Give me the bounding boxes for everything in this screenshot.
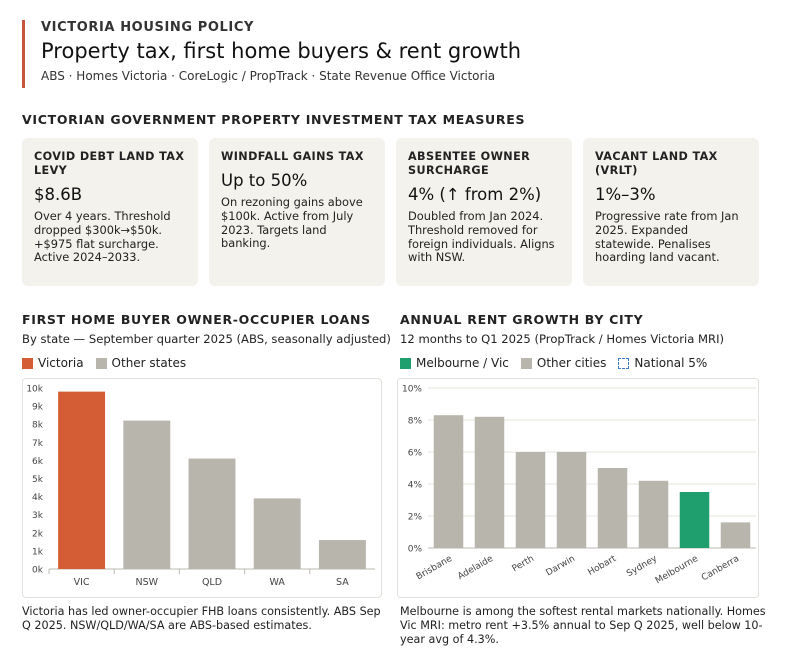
fhb-chart-title: FIRST HOME BUYER OWNER-OCCUPIER LOANS bbox=[22, 312, 371, 327]
page-header: VICTORIA HOUSING POLICY Property tax, fi… bbox=[22, 20, 722, 88]
y-tick-label: 6k bbox=[32, 457, 44, 467]
y-tick-label: 10k bbox=[26, 385, 43, 395]
legend-item-melbourne: Melbourne / Vic bbox=[400, 356, 509, 370]
measure-card-name: VACANT LAND TAX (VRLT) bbox=[595, 150, 718, 177]
bar-adelaide bbox=[474, 416, 505, 548]
legend-label: Other cities bbox=[536, 356, 607, 370]
fhb-legend: Victoria Other states bbox=[22, 356, 198, 370]
legend-swatch-victoria bbox=[22, 357, 33, 369]
fhb-chart-note: Victoria has led owner-occupier FHB loan… bbox=[22, 605, 381, 632]
legend-label: National 5% bbox=[634, 356, 708, 370]
y-tick-label: 3k bbox=[32, 511, 44, 521]
bar-hobart bbox=[597, 468, 628, 548]
y-tick-label: 0k bbox=[32, 566, 44, 576]
y-tick-label: 5k bbox=[32, 475, 44, 485]
bar-sa bbox=[318, 540, 366, 569]
y-tick-label: 2% bbox=[408, 513, 423, 523]
legend-item-other-cities: Other cities bbox=[520, 356, 607, 370]
fhb-chart-frame: 0k 1k 2k 3k 4k 5k 6k 7k 8k 9k 10k VIC NSW QLD WA SA bbox=[22, 378, 382, 598]
legend-item-victoria: Victoria bbox=[22, 356, 84, 370]
measure-card: ABSENTEE OWNER SURCHARGE 4% (↑ from 2%) … bbox=[396, 138, 572, 286]
bar-perth bbox=[515, 452, 546, 548]
y-tick-label: 2k bbox=[32, 529, 44, 539]
measure-card: VACANT LAND TAX (VRLT) 1%–3% Progressive… bbox=[583, 138, 759, 286]
page-kicker: VICTORIA HOUSING POLICY bbox=[41, 20, 255, 35]
measure-card-name: ABSENTEE OWNER SURCHARGE bbox=[408, 150, 531, 177]
measure-card-value: $8.6B bbox=[34, 185, 83, 204]
x-tick-label: Hobart bbox=[586, 554, 618, 578]
legend-item-national: National 5% bbox=[618, 356, 707, 370]
measure-card-desc: Over 4 years. Threshold dropped $300k→$5… bbox=[34, 209, 171, 265]
x-tick-label: VIC bbox=[74, 577, 90, 588]
y-tick-label: 8% bbox=[408, 417, 423, 427]
y-tick-label: 0% bbox=[408, 545, 423, 555]
rent-bar-chart: 0% 2% 4% 6% 8% 10% Brisbane Adelaide Perth Darwin… bbox=[402, 385, 756, 587]
x-tick-label: Perth bbox=[511, 554, 536, 574]
legend-label: Melbourne / Vic bbox=[416, 356, 509, 370]
measure-card-value: 4% (↑ from 2%) bbox=[408, 185, 542, 204]
measures-title: VICTORIAN GOVERNMENT PROPERTY INVESTMENT… bbox=[22, 112, 526, 127]
x-tick-label: QLD bbox=[202, 577, 222, 588]
bar-nsw bbox=[123, 420, 171, 569]
x-tick-label: Sydney bbox=[625, 554, 659, 580]
legend-swatch-national bbox=[618, 357, 630, 369]
legend-label: Other states bbox=[111, 356, 187, 370]
measure-card-name: WINDFALL GAINS TAX bbox=[221, 150, 364, 163]
bar-melbourne bbox=[679, 492, 710, 548]
legend-item-other-states: Other states bbox=[95, 356, 187, 370]
rent-chart-subtitle: 12 months to Q1 2025 (PropTrack / Homes … bbox=[400, 332, 725, 346]
legend-swatch-other-states bbox=[95, 357, 107, 369]
y-tick-label: 1k bbox=[32, 547, 44, 557]
bar-wa bbox=[253, 498, 301, 569]
x-tick-label: Adelaide bbox=[456, 554, 495, 582]
y-tick-label: 6% bbox=[408, 449, 423, 459]
x-tick-label: NSW bbox=[136, 577, 159, 588]
y-tick-label: 4% bbox=[408, 481, 423, 491]
x-tick-label: Darwin bbox=[545, 554, 577, 579]
y-tick-label: 10% bbox=[402, 385, 422, 395]
measure-card-name: COVID DEBT LAND TAX LEVY bbox=[34, 150, 185, 177]
rent-chart-frame: 0% 2% 4% 6% 8% 10% Brisbane Adelaide Perth Darwin… bbox=[397, 378, 759, 598]
bar-qld bbox=[188, 458, 236, 569]
bar-darwin bbox=[556, 452, 587, 548]
measure-card-value: 1%–3% bbox=[595, 185, 656, 204]
rent-legend: Melbourne / Vic Other cities National 5% bbox=[400, 356, 719, 370]
rent-chart-note: Melbourne is among the softest rental ma… bbox=[400, 605, 766, 646]
legend-label: Victoria bbox=[38, 356, 84, 370]
y-tick-label: 8k bbox=[32, 421, 44, 431]
y-tick-label: 9k bbox=[32, 403, 44, 413]
y-tick-label: 4k bbox=[32, 493, 44, 503]
bar-vic bbox=[58, 391, 106, 569]
y-tick-label: 7k bbox=[32, 439, 44, 449]
bar-sydney bbox=[638, 480, 669, 548]
fhb-chart-subtitle: By state — September quarter 2025 (ABS, … bbox=[22, 332, 391, 346]
legend-swatch-melbourne bbox=[400, 357, 411, 369]
x-tick-label: WA bbox=[270, 577, 286, 588]
x-tick-label: SA bbox=[336, 577, 349, 588]
bar-brisbane bbox=[433, 415, 464, 548]
measure-card: COVID DEBT LAND TAX LEVY $8.6B Over 4 ye… bbox=[22, 138, 198, 286]
page-sources: ABS · Homes Victoria · CoreLogic / PropT… bbox=[41, 69, 496, 83]
x-tick-label: Canberra bbox=[700, 554, 741, 583]
measure-card-desc: Progressive rate from Jan 2025. Expanded… bbox=[595, 209, 739, 265]
x-tick-label: Melbourne bbox=[654, 554, 701, 587]
bar-canberra bbox=[720, 522, 751, 548]
rent-chart-title: ANNUAL RENT GROWTH BY CITY bbox=[400, 312, 644, 327]
measure-card-desc: Doubled from Jan 2024. Threshold removed… bbox=[408, 209, 555, 265]
measure-card-desc: On rezoning gains above $100k. Active fr… bbox=[221, 195, 363, 251]
measure-card-value: Up to 50% bbox=[221, 171, 308, 190]
page-title: Property tax, first home buyers & rent g… bbox=[41, 39, 522, 63]
legend-swatch-other-cities bbox=[520, 357, 532, 369]
fhb-bar-chart: 0k 1k 2k 3k 4k 5k 6k 7k 8k 9k 10k VIC NSW QLD WA SA bbox=[26, 385, 375, 588]
x-tick-label: Brisbane bbox=[415, 554, 455, 583]
measure-card: WINDFALL GAINS TAX Up to 50% On rezoning… bbox=[209, 138, 385, 286]
